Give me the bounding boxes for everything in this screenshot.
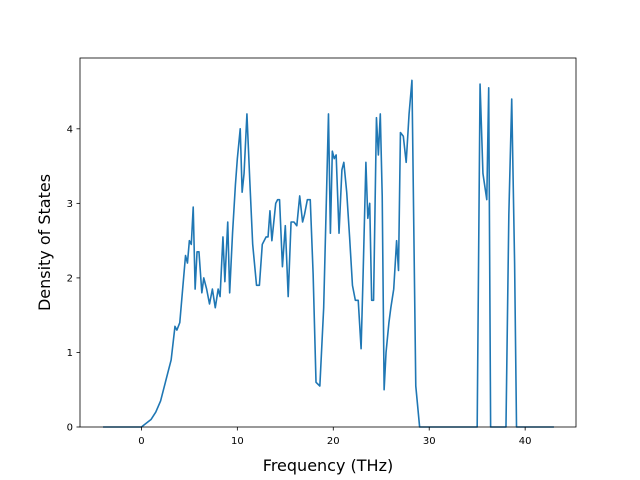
x-tick-label: 10 bbox=[231, 436, 244, 447]
x-tick-label: 20 bbox=[327, 436, 340, 447]
x-tick-label: 40 bbox=[519, 436, 532, 447]
x-axis-ticks: 0 10 20 30 40 bbox=[138, 427, 532, 447]
y-tick-label: 3 bbox=[67, 199, 73, 210]
y-tick-label: 2 bbox=[67, 273, 73, 284]
y-axis-ticks: 0 1 2 3 4 bbox=[67, 124, 80, 434]
y-axis-label: Density of States bbox=[35, 174, 54, 311]
x-tick-label: 30 bbox=[423, 436, 436, 447]
x-tick-label: 0 bbox=[138, 436, 144, 447]
y-tick-label: 4 bbox=[67, 124, 73, 135]
plot-frame bbox=[79, 57, 577, 428]
x-axis-label: Frequency (THz) bbox=[263, 456, 393, 475]
y-tick-label: 0 bbox=[67, 423, 73, 434]
y-tick-label: 1 bbox=[67, 348, 73, 359]
dos-line bbox=[103, 79, 554, 428]
